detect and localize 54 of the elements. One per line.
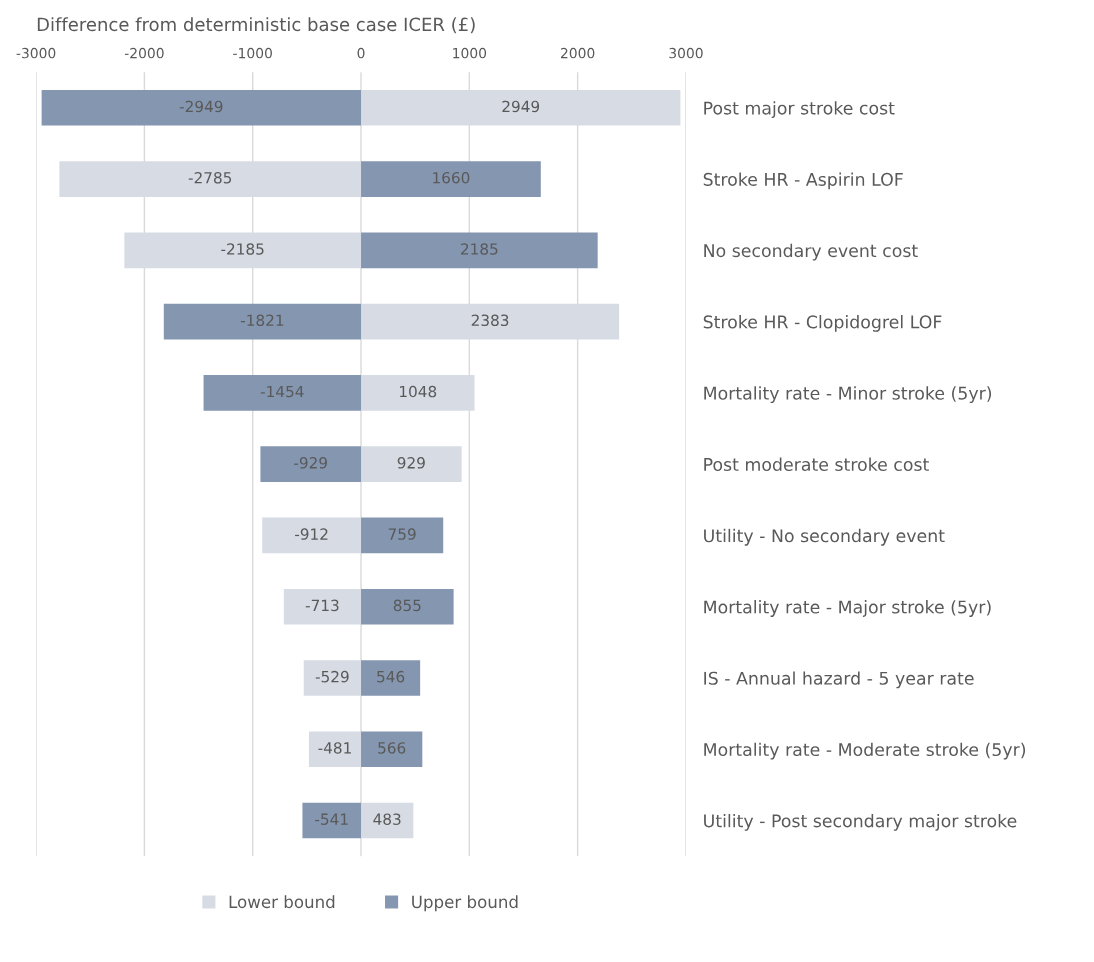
x-tick-label: 2000: [560, 47, 595, 59]
data-label: -1454: [260, 385, 304, 398]
data-label: 1660: [433, 171, 470, 184]
bar: [41, 89, 362, 126]
data-label: -912: [295, 528, 328, 540]
data-label: 2949: [502, 100, 540, 113]
data-label: 546: [377, 670, 405, 683]
y-tick-label: Stroke HR - Aspirin LOF: [703, 172, 903, 190]
bar: [361, 232, 598, 269]
bar: [361, 161, 541, 197]
data-label: -541: [315, 813, 348, 825]
data-label: 566: [378, 742, 406, 754]
x-tick-label: 1000: [453, 47, 487, 59]
data-label: 759: [388, 528, 416, 540]
y-tick-label: No secondary event cost: [704, 243, 918, 261]
y-tick-label: Utility - Post secondary major stroke: [704, 813, 1017, 831]
data-label: -2785: [188, 171, 232, 184]
data-label: -529: [315, 670, 349, 683]
x-tick-label: 3000: [669, 47, 703, 59]
x-tick-label: -1000: [233, 47, 272, 59]
y-tick-label: Post moderate stroke cost: [704, 457, 929, 472]
y-tick-label: Mortality rate - Major stroke (5yr): [704, 600, 991, 617]
bar: [260, 446, 362, 482]
y-tick-label: IS - Annual hazard - 5 year rate: [704, 671, 974, 689]
bar: [203, 375, 362, 411]
data-label: 1048: [400, 385, 437, 398]
data-label: -2185: [221, 243, 264, 255]
data-label: -1821: [240, 314, 284, 327]
data-label: -713: [305, 599, 339, 612]
bar: [361, 588, 454, 625]
data-label: -481: [318, 742, 351, 754]
data-label: -929: [294, 457, 327, 469]
bar: [361, 517, 444, 554]
y-tick-label: Mortality rate - Minor stroke (5yr): [704, 386, 992, 404]
y-tick-label: Utility - No secondary event: [704, 528, 945, 546]
data-label: -2949: [179, 100, 223, 113]
x-tick-label: -2000: [124, 47, 164, 59]
bar: [302, 802, 362, 839]
y-tick-label: Post major stroke cost: [704, 101, 895, 118]
data-label: 2185: [461, 243, 498, 255]
bar: [163, 303, 362, 340]
bar: [361, 731, 423, 768]
data-label: 855: [393, 599, 421, 612]
data-label: 929: [397, 457, 425, 469]
legend-label: Lower bound: [229, 895, 335, 909]
data-label: 483: [373, 813, 401, 825]
x-axis-title: Difference from deterministic base case ICER (£): [37, 17, 475, 34]
y-tick-label: Mortality rate - Moderate stroke (5yr): [704, 742, 1026, 760]
x-tick-label: -3000: [16, 47, 56, 59]
legend-label: Upper bound: [412, 895, 518, 912]
bar: [361, 660, 421, 696]
data-label: 2383: [471, 314, 509, 327]
x-tick-label: 0: [357, 47, 365, 59]
y-tick-label: Stroke HR - Clopidogrel LOF: [703, 315, 942, 332]
